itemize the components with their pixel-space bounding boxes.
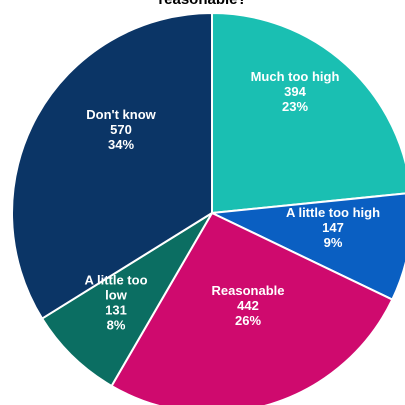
data-label-label-part: low [105,288,128,303]
pie-slice-reasonable [110,211,394,405]
data-label-percent: 26% [235,313,261,328]
pie-slice-don-t-know [11,11,213,320]
data-label-value: 570 [110,122,132,137]
data-label-value: 147 [322,220,344,235]
data-label-percent: 34% [108,137,134,152]
data-label-percent: 23% [282,99,308,114]
data-label-value: 394 [284,84,306,99]
data-label-value: 442 [237,298,259,313]
data-label-percent: 8% [107,318,126,333]
data-label-percent: 9% [324,235,343,250]
chart-title: reasonable? [0,0,405,8]
pie-slice-a-little-too-high [208,192,405,301]
data-label-label: A little too high [286,205,380,220]
pie-slice-a-little-too-low [40,212,213,388]
data-label-value: 131 [105,303,127,318]
data-label-label: Don't know [86,107,156,122]
data-label-label-part: A little too [84,273,147,288]
pie-slice-much-too-high [211,11,405,215]
data-label-label: Reasonable [212,283,285,298]
data-label-label: Much too high [251,69,340,84]
